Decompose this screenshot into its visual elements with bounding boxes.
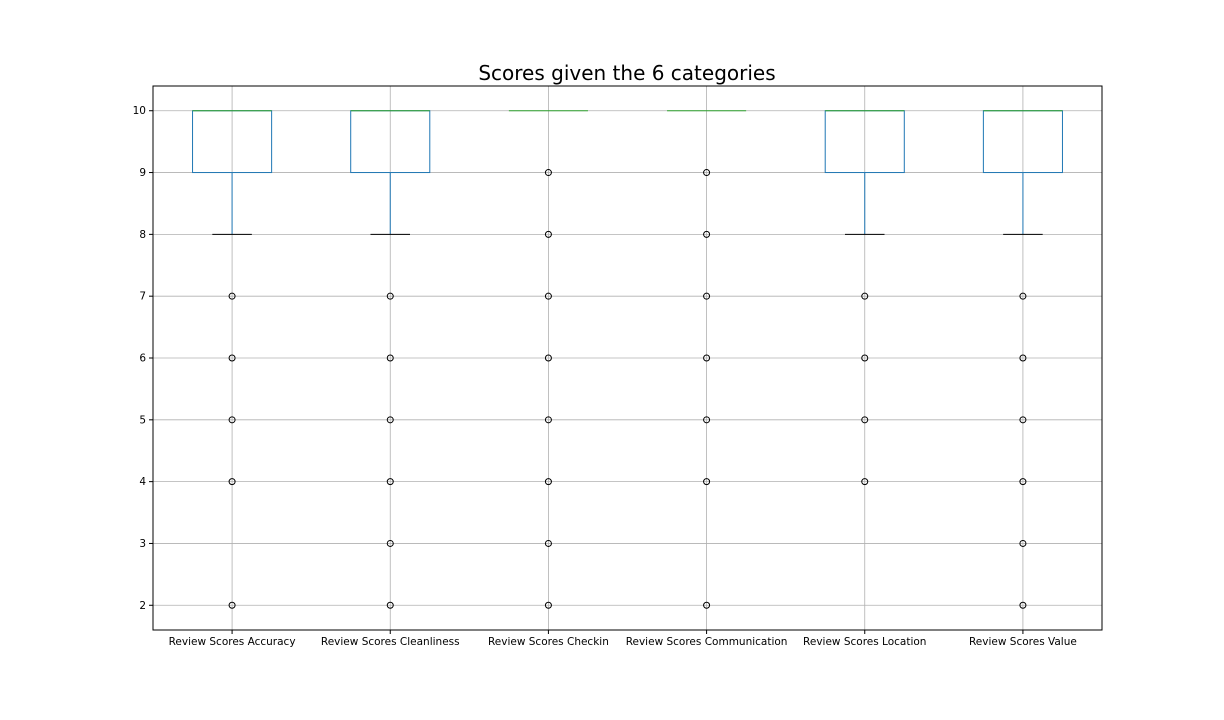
y-tick-label: 5 (139, 414, 146, 426)
outlier-point (228, 478, 236, 486)
outlier-point (544, 539, 552, 547)
x-tick-label: Review Scores Location (803, 636, 926, 648)
outlier-point (386, 601, 394, 609)
box-layer (192, 110, 1063, 609)
outlier-point (544, 169, 552, 177)
plot-frame (152, 85, 1103, 631)
box-group (824, 110, 905, 486)
grid-layer (153, 86, 1102, 630)
outlier-point (861, 354, 869, 362)
y-tick-label: 4 (139, 476, 146, 488)
outlier-point (544, 416, 552, 424)
outlier-point (703, 416, 711, 424)
outlier-point (544, 292, 552, 300)
outlier-point (544, 601, 552, 609)
box-group (667, 110, 747, 609)
outlier-point (544, 478, 552, 486)
outlier-point (703, 601, 711, 609)
y-tick-label: 8 (139, 229, 146, 241)
box-group (350, 110, 431, 609)
outlier-point (228, 292, 236, 300)
outlier-point (703, 230, 711, 238)
x-tick-label: Review Scores Checkin (488, 636, 609, 648)
outlier-point (544, 354, 552, 362)
outlier-point (1019, 416, 1027, 424)
box-group (192, 110, 273, 609)
outlier-point (1019, 601, 1027, 609)
chart-title: Scores given the 6 categories (478, 61, 775, 85)
outlier-point (544, 230, 552, 238)
outlier-point (386, 292, 394, 300)
x-tick-label: Review Scores Cleanliness (321, 636, 460, 648)
x-tick-label: Review Scores Communication (626, 636, 788, 648)
y-tick-label: 3 (139, 538, 146, 550)
axis-layer: 2 3 4 5 6 7 8 9 10 Review Scores Accuracy Review S… (133, 105, 1077, 648)
outlier-point (386, 539, 394, 547)
box-group (508, 110, 588, 609)
box-group (982, 110, 1063, 609)
x-tick-label: Review Scores Accuracy (169, 636, 296, 648)
outlier-point (1019, 354, 1027, 362)
y-tick-label: 10 (133, 105, 146, 117)
outlier-point (703, 478, 711, 486)
outlier-point (1019, 539, 1027, 547)
outlier-point (703, 354, 711, 362)
outlier-point (1019, 478, 1027, 486)
outlier-point (228, 601, 236, 609)
y-tick-label: 9 (139, 167, 146, 179)
outlier-point (861, 292, 869, 300)
outlier-point (861, 478, 869, 486)
outlier-point (703, 292, 711, 300)
outlier-point (228, 354, 236, 362)
outlier-point (386, 478, 394, 486)
y-tick-label: 2 (139, 600, 146, 612)
y-tick-label: 6 (139, 353, 146, 365)
outlier-point (386, 354, 394, 362)
outlier-point (386, 416, 394, 424)
outlier-point (861, 416, 869, 424)
outlier-point (228, 416, 236, 424)
y-tick-label: 7 (139, 291, 146, 303)
outlier-point (703, 169, 711, 177)
outlier-point (1019, 292, 1027, 300)
x-tick-label: Review Scores Value (969, 636, 1077, 648)
